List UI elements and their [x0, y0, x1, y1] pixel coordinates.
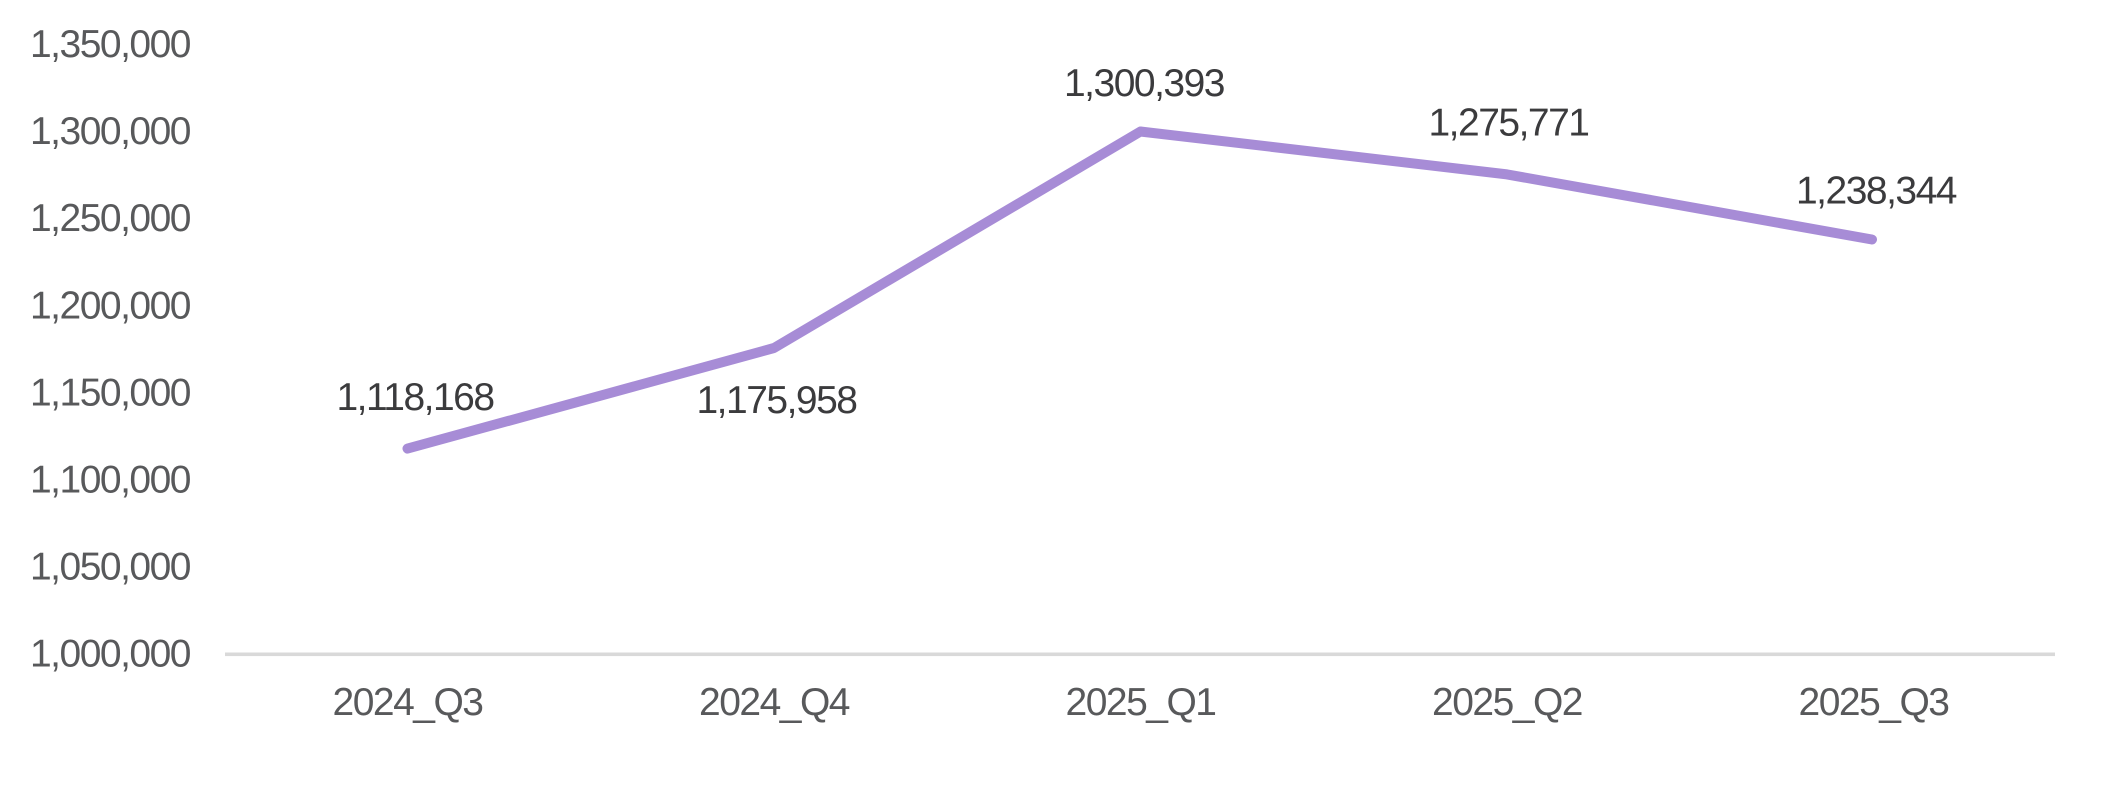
svg-text:1,118,168: 1,118,168: [336, 376, 493, 419]
svg-text:1,150,000: 1,150,000: [30, 371, 191, 414]
svg-text:1,250,000: 1,250,000: [30, 197, 191, 240]
svg-text:1,350,000: 1,350,000: [30, 23, 191, 66]
svg-text:1,300,393: 1,300,393: [1064, 62, 1224, 105]
svg-text:1,238,344: 1,238,344: [1796, 170, 1957, 213]
svg-text:1,050,000: 1,050,000: [30, 546, 191, 589]
svg-text:2025_Q3: 2025_Q3: [1799, 681, 1949, 724]
svg-text:1,275,771: 1,275,771: [1428, 101, 1588, 144]
svg-text:2024_Q3: 2024_Q3: [333, 681, 483, 724]
svg-text:2025_Q1: 2025_Q1: [1066, 681, 1216, 724]
svg-text:2025_Q2: 2025_Q2: [1432, 681, 1582, 724]
svg-text:1,300,000: 1,300,000: [30, 110, 191, 153]
svg-text:2024_Q4: 2024_Q4: [699, 681, 850, 724]
svg-text:1,000,000: 1,000,000: [30, 633, 191, 676]
svg-text:1,175,958: 1,175,958: [696, 379, 856, 422]
svg-text:1,200,000: 1,200,000: [30, 284, 191, 327]
svg-text:1,100,000: 1,100,000: [30, 459, 191, 502]
